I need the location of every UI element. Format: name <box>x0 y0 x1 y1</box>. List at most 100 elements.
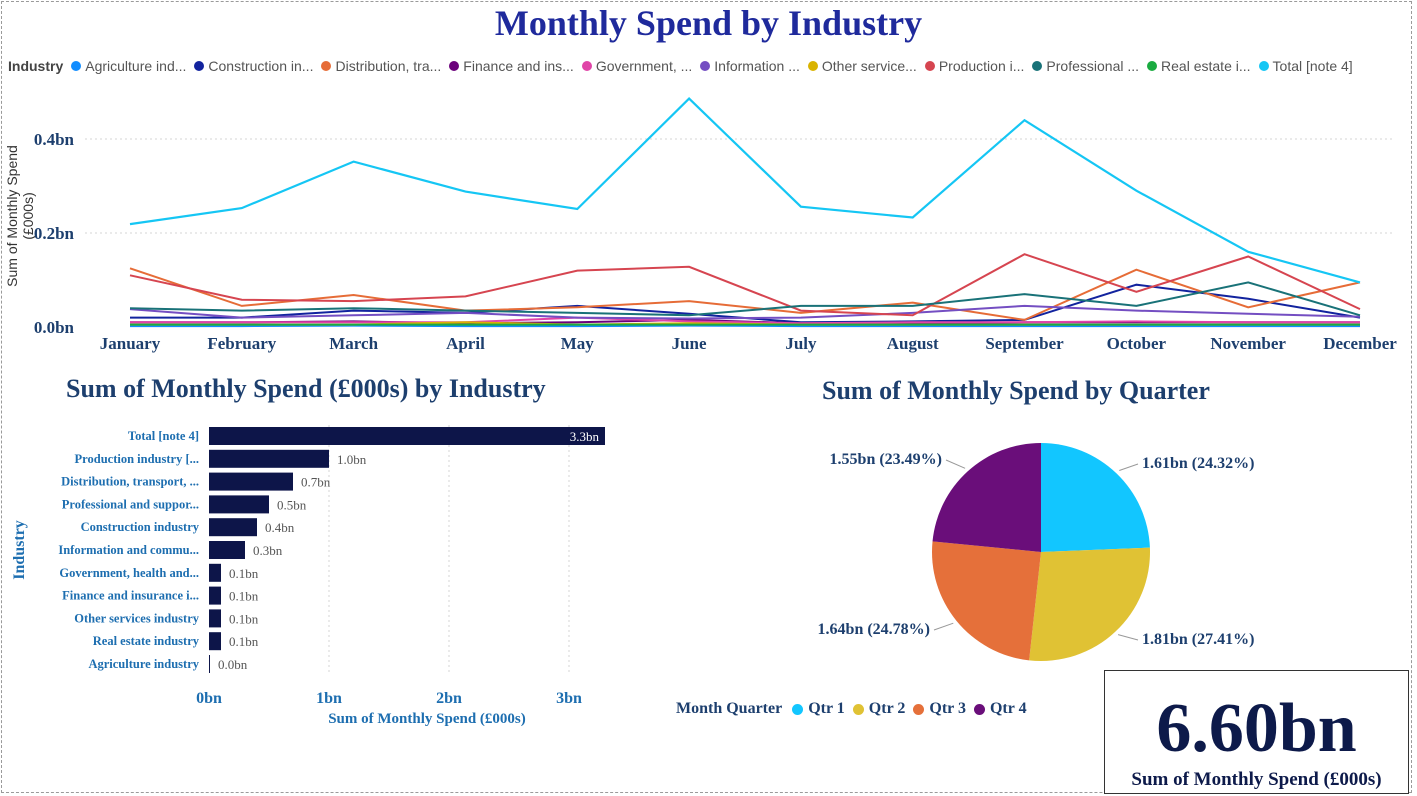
pie-legend-title: Month Quarter <box>676 700 783 717</box>
pie-slice <box>932 443 1041 552</box>
legend-dot-icon <box>913 703 925 715</box>
line-series <box>129 281 1361 317</box>
legend-dot-icon <box>581 61 592 71</box>
bar-category-label: Distribution, transport, ... <box>61 475 199 489</box>
legend-dot-icon <box>194 61 205 71</box>
bar-value-label: 0.1bn <box>229 634 259 649</box>
bar-category-label: Agriculture industry <box>88 657 199 671</box>
line-legend-label: Finance and ins... <box>463 58 574 74</box>
x-tick-label: 3bn <box>556 690 582 707</box>
line-series <box>129 304 1361 320</box>
line-chart: 0.0bn 0.2bn 0.4bn January February March April… <box>34 97 1397 353</box>
pie-chart-legend: Month Quarter Qtr 1 Qtr 2 Qtr 3 Qtr 4 <box>676 700 1035 718</box>
line-series <box>130 324 1360 328</box>
bar <box>209 518 257 537</box>
pie-data-label: 1.81bn (27.41%) <box>1142 631 1254 648</box>
pie-legend-item[interactable]: Qtr 2 <box>852 700 906 718</box>
bar-value-label: 0.3bn <box>253 543 283 558</box>
bar <box>209 495 269 514</box>
x-tick-label: June <box>672 334 707 353</box>
x-tick-label: 1bn <box>316 690 342 707</box>
bar-value-label: 0.4bn <box>265 520 295 535</box>
line-series <box>129 253 1361 317</box>
line-legend-title: Industry <box>8 58 64 74</box>
line-legend-label: Other service... <box>821 58 917 74</box>
x-tick-label: November <box>1210 334 1286 353</box>
line-legend-item[interactable]: Other service... <box>807 58 917 74</box>
x-tick-label: December <box>1323 334 1397 353</box>
bar <box>209 655 210 673</box>
legend-dot-icon <box>852 703 864 715</box>
x-tick-label: August <box>887 334 939 353</box>
x-tick-label: January <box>100 334 161 353</box>
legend-dot-icon <box>807 61 818 71</box>
pie-legend-item[interactable]: Qtr 4 <box>973 700 1027 718</box>
pie-slice <box>932 541 1041 661</box>
bar-value-label: 0.0bn <box>218 657 248 672</box>
bar-category-label: Information and commu... <box>58 543 199 557</box>
bar-value-label: 0.1bn <box>229 611 259 626</box>
line-legend-item[interactable]: Construction in... <box>194 58 313 74</box>
line-legend-item[interactable]: Finance and ins... <box>449 58 574 74</box>
bar-category-label: Construction industry <box>81 520 200 534</box>
legend-dot-icon <box>71 61 82 71</box>
bar-value-label: 1.0bn <box>337 452 367 467</box>
line-legend-item[interactable]: Information ... <box>700 58 800 74</box>
bar-category-label: Real estate industry <box>93 634 200 648</box>
pie-chart: 1.61bn (24.32%) 1.81bn (27.41%) 1.64bn (24… <box>818 443 1254 662</box>
legend-dot-icon <box>973 703 985 715</box>
line-legend-item[interactable]: Total [note 4] <box>1258 58 1353 74</box>
legend-dot-icon <box>1147 61 1158 71</box>
bar-category-label: Other services industry <box>74 611 200 625</box>
legend-dot-icon <box>321 61 332 71</box>
bar-value-label: 0.7bn <box>301 475 331 490</box>
line-legend-item[interactable]: Production i... <box>924 58 1025 74</box>
pie-data-label: 1.64bn (24.78%) <box>818 621 930 638</box>
pie-legend-label: Qtr 2 <box>868 700 906 717</box>
x-tick-label: September <box>985 334 1064 353</box>
bar-value-label: 0.1bn <box>229 589 259 604</box>
bar <box>209 541 245 559</box>
pie-data-label: 1.55bn (23.49%) <box>830 451 942 468</box>
pie-legend-label: Qtr 4 <box>989 700 1027 717</box>
bar <box>209 632 221 651</box>
kpi-value: 6.60bn <box>1156 690 1357 767</box>
bar <box>209 609 221 628</box>
x-tick-label: 2bn <box>436 690 462 707</box>
line-series <box>130 316 1360 325</box>
bar-category-label: Government, health and... <box>59 566 199 580</box>
y-tick-label: 0.2bn <box>34 224 75 243</box>
x-tick-label: October <box>1107 334 1167 353</box>
bar-value-label: 0.5bn <box>277 497 307 512</box>
line-legend-label: Professional ... <box>1046 58 1140 74</box>
line-legend-item[interactable]: Government, ... <box>581 58 692 74</box>
pie-leader-line <box>933 622 954 631</box>
legend-dot-icon <box>792 703 804 715</box>
pie-legend-item[interactable]: Qtr 3 <box>913 700 966 718</box>
bar-category-label: Professional and suppor... <box>62 497 199 511</box>
x-tick-label: May <box>561 334 595 353</box>
x-tick-label: March <box>329 334 378 353</box>
pie-leader-line <box>945 459 966 469</box>
pie-legend-label: Qtr 3 <box>929 700 966 717</box>
line-legend-item[interactable]: Distribution, tra... <box>321 58 441 74</box>
line-legend-label: Agriculture ind... <box>85 58 187 74</box>
x-tick-label: July <box>785 334 817 353</box>
kpi-label: Sum of Monthly Spend (£000s) <box>1131 769 1382 790</box>
x-tick-label: February <box>207 334 276 353</box>
line-legend-label: Production i... <box>938 58 1025 74</box>
line-legend-item[interactable]: Real estate i... <box>1147 58 1251 74</box>
y-tick-label: 0.0bn <box>34 318 75 337</box>
pie-legend-item[interactable]: Qtr 1 <box>792 700 845 718</box>
line-legend-label: Total [note 4] <box>1272 58 1353 74</box>
bar-chart: Total [note 4] 3.3bn Production industry [… <box>11 425 605 727</box>
line-legend-item[interactable]: Agriculture ind... <box>71 58 186 74</box>
x-tick-label: 0bn <box>196 690 222 707</box>
line-legend-item[interactable]: Professional ... <box>1032 58 1139 74</box>
bar <box>209 449 329 468</box>
line-legend-label: Information ... <box>714 58 800 74</box>
line-legend-label: Distribution, tra... <box>335 58 442 74</box>
line-legend-label: Real estate i... <box>1161 58 1251 74</box>
pie-slice <box>1041 443 1150 552</box>
